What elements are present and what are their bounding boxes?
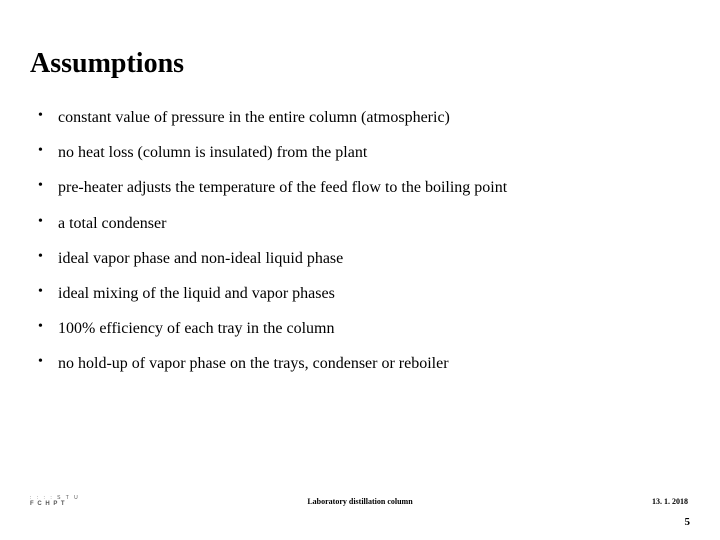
footer-date: 13. 1. 2018 [652, 497, 688, 506]
slide-title: Assumptions [30, 48, 690, 80]
list-item: ideal mixing of the liquid and vapor pha… [36, 284, 690, 303]
list-item: no heat loss (column is insulated) from … [36, 143, 690, 162]
logo-dots: : : : : S T U [30, 495, 80, 501]
list-item: pre-heater adjusts the temperature of th… [36, 178, 690, 197]
list-item: ideal vapor phase and non-ideal liquid p… [36, 249, 690, 268]
slide: Assumptions constant value of pressure i… [0, 0, 720, 540]
list-item: 100% efficiency of each tray in the colu… [36, 319, 690, 338]
university-logo: : : : : S T U F C H P T [30, 495, 80, 508]
logo-fchpt: F C H P T [30, 501, 80, 508]
list-item: constant value of pressure in the entire… [36, 108, 690, 127]
page-number: 5 [685, 516, 691, 528]
footer-title: Laboratory distillation column [307, 497, 412, 506]
bullet-list: constant value of pressure in the entire… [30, 108, 690, 374]
list-item: no hold-up of vapor phase on the trays, … [36, 354, 690, 373]
footer: : : : : S T U F C H P T Laboratory disti… [0, 478, 720, 508]
list-item: a total condenser [36, 214, 690, 233]
